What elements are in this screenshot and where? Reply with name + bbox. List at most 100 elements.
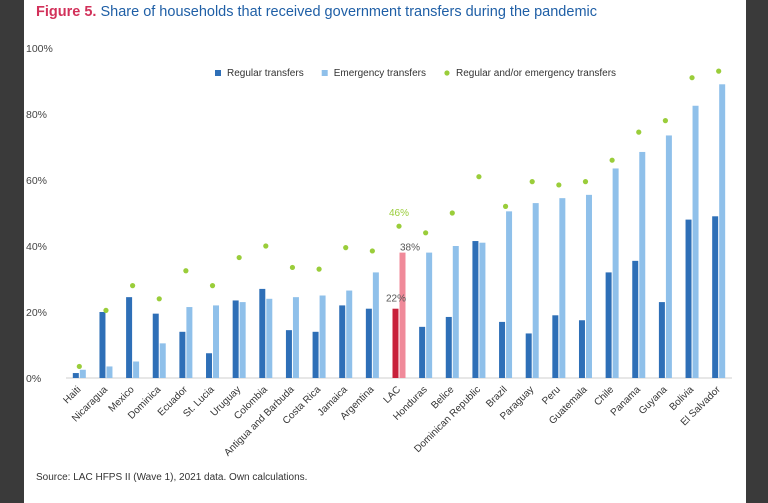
bar-emergency-transfers (612, 168, 619, 378)
bar-emergency-transfers (266, 298, 273, 378)
dot-regular-or-emergency (689, 75, 695, 81)
y-tick-label: 80% (26, 109, 47, 121)
bar-regular-transfers (578, 320, 585, 378)
x-category-label: Panama (609, 384, 643, 418)
dot-regular-or-emergency (103, 307, 109, 313)
y-tick-label: 0% (26, 373, 41, 385)
dot-regular-or-emergency (636, 129, 642, 135)
dot-regular-or-emergency (716, 68, 722, 74)
bar-emergency-transfers (665, 135, 672, 378)
dot-regular-or-emergency (289, 264, 296, 271)
bar-regular-transfers (99, 312, 106, 378)
dot-regular-or-emergency (130, 283, 136, 289)
bar-emergency-transfers (532, 203, 539, 378)
dot-regular-or-emergency (183, 268, 189, 274)
bar-emergency-transfers (399, 252, 406, 378)
bar-emergency-transfers (559, 198, 566, 378)
dot-regular-or-emergency (316, 266, 322, 272)
bar-regular-transfers (605, 272, 612, 378)
data-label: 22% (386, 294, 406, 305)
bar-regular-transfers (152, 313, 159, 378)
y-tick-label: 60% (26, 175, 47, 187)
x-category-label: Chile (592, 384, 616, 408)
bar-emergency-transfers (639, 151, 646, 378)
legend-dot (444, 70, 450, 76)
bar-regular-transfers (206, 353, 213, 378)
bar-emergency-transfers (692, 105, 699, 378)
dot-regular-or-emergency (662, 118, 669, 124)
dot-regular-or-emergency (156, 296, 162, 302)
source-note: Source: LAC HFPS II (Wave 1), 2021 data.… (36, 472, 308, 483)
bar-emergency-transfers (292, 297, 299, 378)
dot-regular-or-emergency (423, 230, 429, 236)
y-tick-label: 20% (26, 307, 47, 319)
bar-regular-transfers (525, 333, 532, 378)
x-category-label: LAC (382, 384, 404, 406)
dot-regular-or-emergency (396, 223, 402, 229)
bar-emergency-transfers (133, 361, 140, 378)
legend-swatch (321, 70, 328, 76)
legend-label: Regular transfers (227, 68, 304, 79)
bar-emergency-transfers (79, 369, 86, 378)
bar-regular-transfers (472, 241, 479, 378)
data-label: 38% (400, 243, 420, 254)
bar-emergency-transfers (372, 272, 379, 378)
legend-label: Regular and/or emergency transfers (456, 68, 616, 79)
legend-label: Emergency transfers (334, 68, 426, 79)
bar-regular-transfers (632, 260, 639, 378)
bar-emergency-transfers (506, 211, 513, 378)
bar-emergency-transfers (106, 366, 113, 378)
bar-emergency-transfers (239, 302, 246, 378)
bar-emergency-transfers (319, 295, 326, 378)
dot-regular-or-emergency (609, 157, 615, 163)
figure-title: Figure 5. Share of households that recei… (36, 4, 597, 20)
x-category-label: Guyana (637, 384, 670, 417)
bar-regular-transfers (445, 316, 452, 378)
bar-emergency-transfers (426, 252, 433, 378)
bar-emergency-transfers (186, 307, 193, 378)
dot-regular-or-emergency (529, 179, 535, 185)
figure-number: Figure 5. (36, 4, 97, 20)
bar-regular-transfers (392, 308, 399, 378)
bar-regular-transfers (285, 330, 292, 378)
bar-regular-transfers (658, 302, 665, 378)
bar-emergency-transfers (346, 290, 353, 378)
bar-regular-transfers (365, 308, 372, 378)
dot-regular-or-emergency (209, 283, 216, 289)
bar-emergency-transfers (452, 246, 459, 378)
dot-regular-or-emergency (556, 182, 562, 188)
dot-regular-or-emergency (343, 245, 349, 251)
data-label: 46% (389, 208, 409, 219)
bar-emergency-transfers (719, 84, 726, 379)
x-category-label: Peru (540, 384, 563, 407)
bar-regular-transfers (259, 288, 266, 378)
dot-regular-or-emergency (582, 179, 589, 185)
bar-regular-transfers (232, 300, 239, 378)
dot-regular-or-emergency (449, 210, 455, 216)
bar-emergency-transfers (213, 305, 220, 378)
bar-regular-transfers (419, 326, 426, 378)
figure-panel: Figure 5. Share of households that recei… (24, 0, 746, 503)
bar-regular-transfers (685, 219, 692, 378)
bar-emergency-transfers (585, 194, 592, 378)
dot-regular-or-emergency (76, 363, 82, 370)
figure-title-text: Share of households that received govern… (100, 4, 597, 20)
bar-regular-transfers (339, 305, 346, 378)
dot-regular-or-emergency (476, 174, 482, 180)
bar-regular-transfers (712, 216, 719, 378)
bar-regular-transfers (179, 331, 186, 378)
bar-regular-transfers (552, 315, 559, 378)
bar-emergency-transfers (159, 343, 166, 378)
dot-regular-or-emergency (502, 203, 509, 209)
dot-regular-or-emergency (369, 248, 375, 254)
bar-regular-transfers (499, 321, 506, 378)
y-tick-label: 100% (26, 43, 53, 55)
bar-emergency-transfers (479, 242, 486, 378)
y-tick-label: 40% (26, 241, 47, 253)
dot-regular-or-emergency (236, 254, 242, 261)
x-category-label: Haiti (62, 384, 84, 406)
legend-swatch (215, 70, 221, 76)
dot-regular-or-emergency (263, 243, 269, 249)
bar-regular-transfers (72, 373, 79, 378)
bar-regular-transfers (312, 331, 319, 378)
